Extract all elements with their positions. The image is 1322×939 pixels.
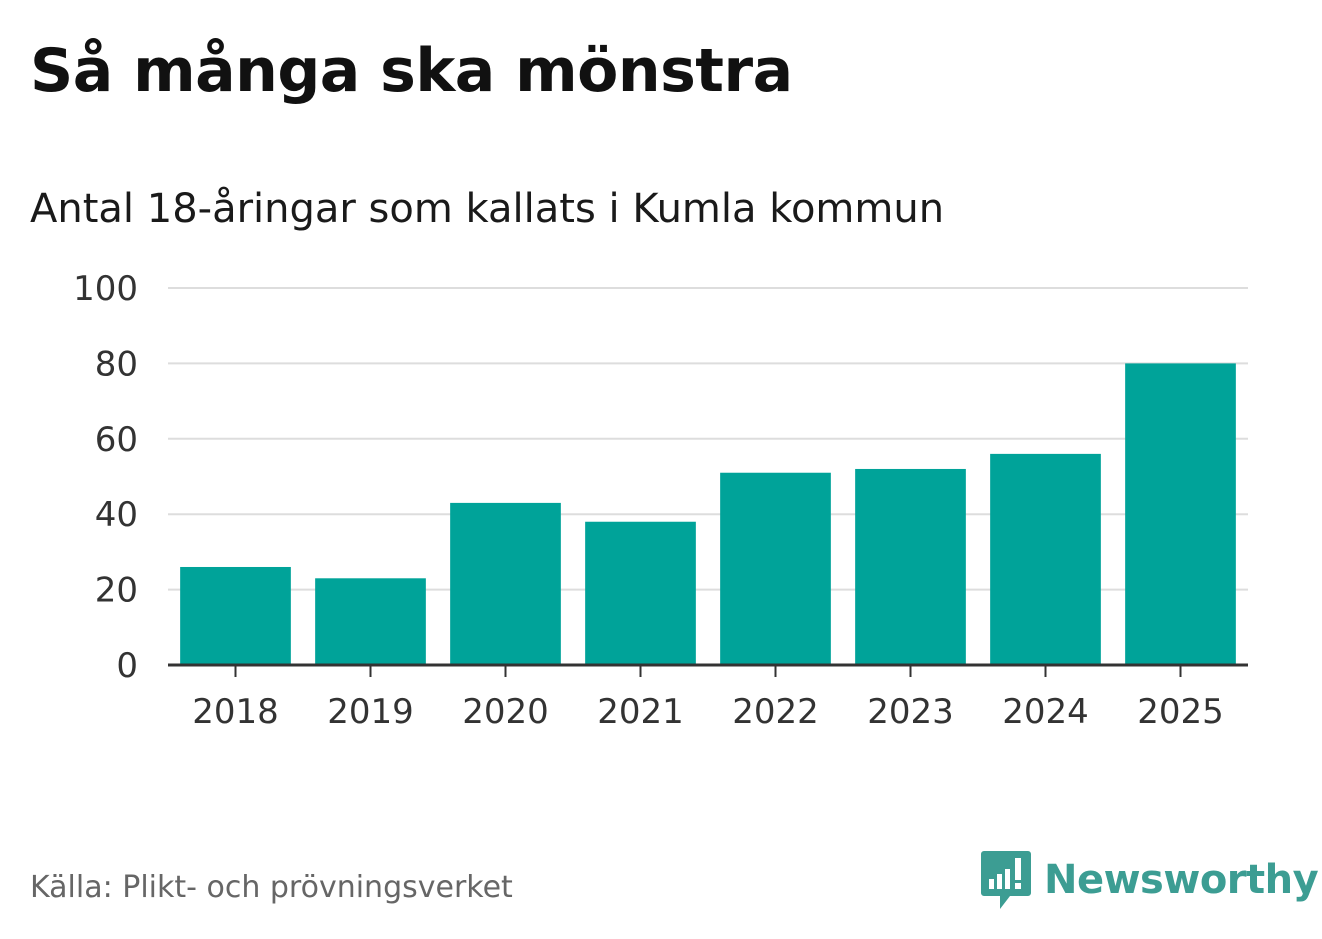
- source-note: Källa: Plikt- och prövningsverket: [30, 870, 513, 905]
- bar: [720, 472, 831, 665]
- chart-subtitle: Antal 18-åringar som kallats i Kumla kom…: [30, 186, 945, 232]
- y-tick-label: 40: [95, 495, 138, 535]
- x-tick-label: 2021: [597, 692, 684, 732]
- brand-name: Newsworthy: [1044, 857, 1319, 903]
- bar-chart: 0 20 40 60 80 100 2018 2019 2020 2021 2022 2023 2024…: [73, 269, 1248, 732]
- chart-title: Så många ska mönstra: [30, 36, 793, 106]
- bar: [315, 578, 426, 665]
- y-tick-label: 80: [95, 344, 138, 384]
- y-tick-label: 60: [95, 420, 138, 460]
- brand-logo[interactable]: Newsworthy: [980, 848, 1319, 912]
- bars: [180, 363, 1236, 665]
- bar: [180, 566, 291, 665]
- x-tick-label: 2024: [1002, 692, 1089, 732]
- bar: [990, 453, 1101, 665]
- x-tick-label: 2020: [462, 692, 549, 732]
- bar: [585, 521, 696, 665]
- x-tick-label: 2025: [1137, 692, 1224, 732]
- y-tick-label: 20: [95, 571, 138, 611]
- x-tick-label: 2019: [327, 692, 414, 732]
- x-tick-label: 2018: [192, 692, 279, 732]
- x-tick-label: 2023: [867, 692, 954, 732]
- bar: [450, 502, 561, 665]
- x-tick-label: 2022: [732, 692, 819, 732]
- y-tick-label: 100: [73, 269, 138, 309]
- axes: 0 20 40 60 80 100 2018 2019 2020 2021 2022 2023 2024…: [73, 269, 1248, 732]
- newsworthy-logo-icon: [981, 851, 1031, 909]
- y-tick-label: 0: [116, 646, 138, 686]
- bar: [1125, 363, 1236, 665]
- bar: [855, 468, 966, 665]
